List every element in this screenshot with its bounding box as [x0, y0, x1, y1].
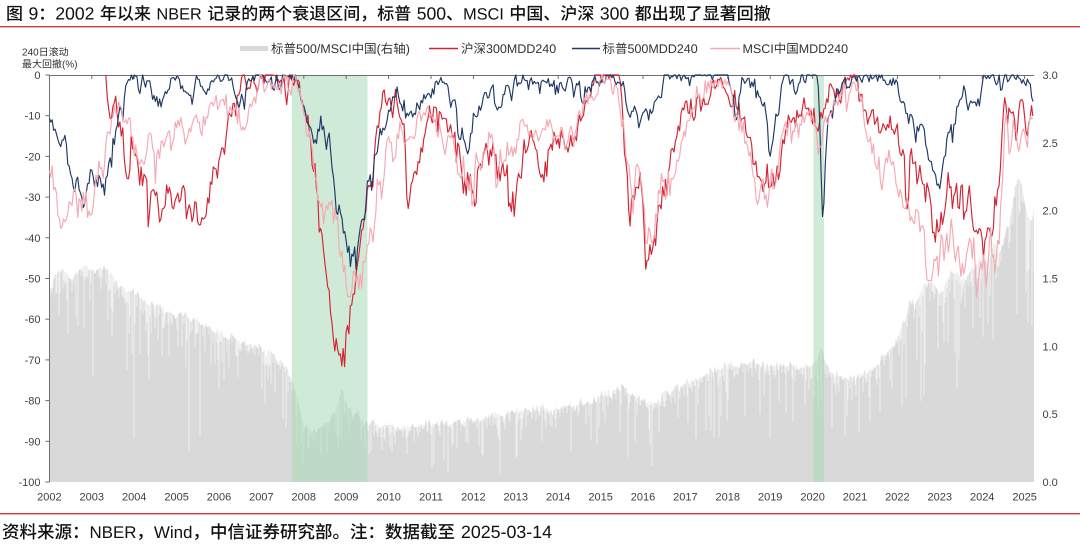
svg-text:-60: -60 — [25, 314, 41, 326]
svg-text:2024: 2024 — [970, 492, 994, 504]
svg-text:2008: 2008 — [292, 492, 316, 504]
svg-text:2025: 2025 — [1012, 492, 1036, 504]
svg-text:-100: -100 — [18, 477, 40, 489]
svg-text:2018: 2018 — [716, 492, 740, 504]
svg-text:2012: 2012 — [461, 492, 485, 504]
svg-text:1.0: 1.0 — [1043, 341, 1058, 353]
svg-text:2017: 2017 — [673, 492, 697, 504]
svg-text:2006: 2006 — [207, 492, 231, 504]
svg-text:2.5: 2.5 — [1043, 138, 1058, 150]
svg-text:2022: 2022 — [885, 492, 909, 504]
svg-text:3.0: 3.0 — [1043, 70, 1058, 82]
svg-text:2016: 2016 — [631, 492, 655, 504]
svg-text:-40: -40 — [25, 233, 41, 245]
svg-text:2003: 2003 — [80, 492, 104, 504]
svg-text:2023: 2023 — [928, 492, 952, 504]
svg-text:2005: 2005 — [164, 492, 188, 504]
svg-text:0.5: 0.5 — [1043, 409, 1058, 421]
svg-text:2009: 2009 — [334, 492, 358, 504]
svg-text:2021: 2021 — [843, 492, 867, 504]
svg-text:-90: -90 — [25, 436, 41, 448]
svg-text:-70: -70 — [25, 355, 41, 367]
svg-text:-30: -30 — [25, 192, 41, 204]
svg-text:2019: 2019 — [758, 492, 782, 504]
svg-text:1.5: 1.5 — [1043, 274, 1058, 286]
svg-text:0.0: 0.0 — [1043, 477, 1058, 489]
svg-text:2007: 2007 — [249, 492, 273, 504]
svg-text:2004: 2004 — [122, 492, 146, 504]
svg-text:-20: -20 — [25, 151, 41, 163]
svg-text:2013: 2013 — [504, 492, 528, 504]
svg-text:-10: -10 — [25, 111, 41, 123]
svg-text:2002: 2002 — [37, 492, 61, 504]
svg-text:2010: 2010 — [376, 492, 400, 504]
svg-text:2014: 2014 — [546, 492, 570, 504]
svg-text:2015: 2015 — [588, 492, 612, 504]
svg-text:-50: -50 — [25, 274, 41, 286]
svg-text:2011: 2011 — [419, 492, 443, 504]
svg-text:-80: -80 — [25, 396, 41, 408]
svg-text:2.0: 2.0 — [1043, 206, 1058, 218]
svg-text:0: 0 — [34, 70, 40, 82]
svg-text:2020: 2020 — [800, 492, 824, 504]
